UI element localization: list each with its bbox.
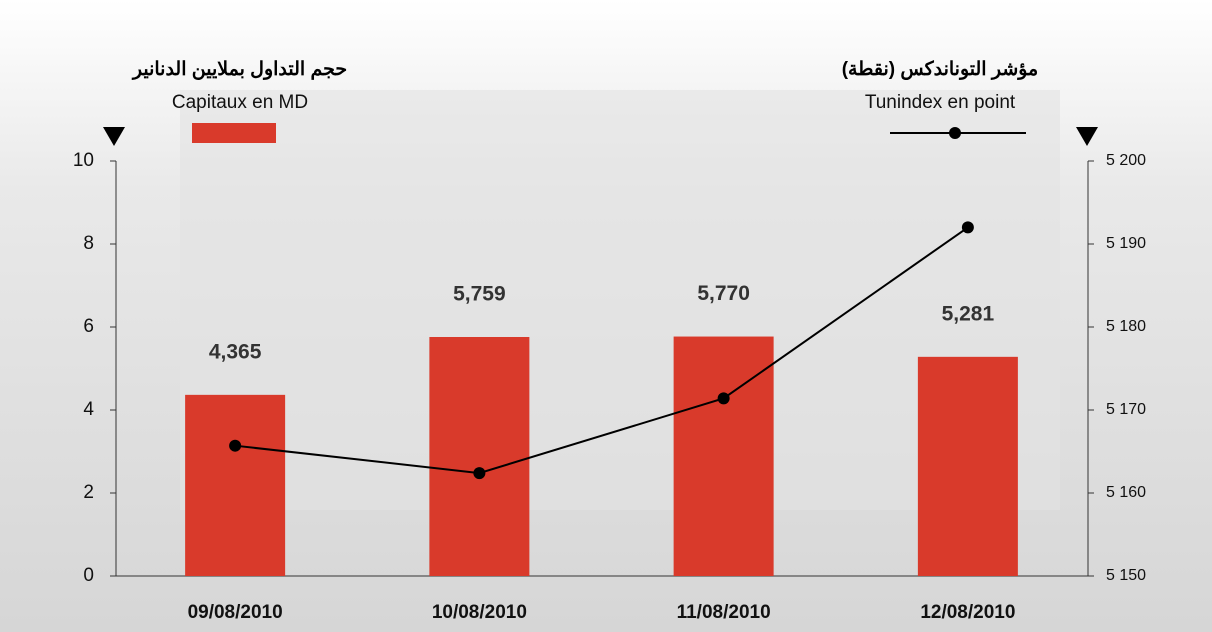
line-point [229, 440, 241, 452]
y-tick-label: 6 [83, 316, 94, 337]
legend-label: Capitaux en MD [172, 92, 308, 113]
y2-tick-label: 5 180 [1106, 318, 1146, 335]
value-label: 4,365 [209, 340, 262, 363]
left-title: حجم التداول بملايين الدنانير [131, 59, 347, 80]
line-point [473, 467, 485, 479]
line-point [718, 392, 730, 404]
legend-label: Tunindex en point [865, 92, 1016, 113]
y2-tick-label: 5 170 [1106, 401, 1146, 418]
bar [674, 337, 774, 576]
line-point [962, 221, 974, 233]
legend-swatch [192, 123, 276, 143]
y2-tick-label: 5 190 [1106, 235, 1146, 252]
value-label: 5,281 [942, 302, 995, 325]
x-tick-label: 12/08/2010 [920, 602, 1015, 623]
y2-tick-label: 5 160 [1106, 484, 1146, 501]
y-tick-label: 4 [83, 399, 94, 420]
y-tick-label: 0 [83, 565, 94, 586]
value-label: 5,770 [697, 282, 750, 305]
chart: حجم التداول بملايين الدنانير مؤشر التونا… [0, 0, 1212, 632]
x-tick-label: 09/08/2010 [188, 602, 283, 623]
y-tick-label: 10 [73, 150, 94, 171]
bar [185, 395, 285, 576]
y-tick-label: 8 [83, 233, 94, 254]
y2-tick-label: 5 150 [1106, 567, 1146, 584]
bar [429, 337, 529, 576]
y-tick-label: 2 [83, 482, 94, 503]
x-tick-label: 11/08/2010 [677, 602, 771, 623]
legend-dot [949, 127, 961, 139]
bar [918, 357, 1018, 576]
x-tick-label: 10/08/2010 [432, 602, 527, 623]
y2-tick-label: 5 200 [1106, 152, 1146, 169]
right-title: مؤشر التوناندكس (نقطة) [842, 59, 1039, 80]
value-label: 5,759 [453, 283, 506, 306]
